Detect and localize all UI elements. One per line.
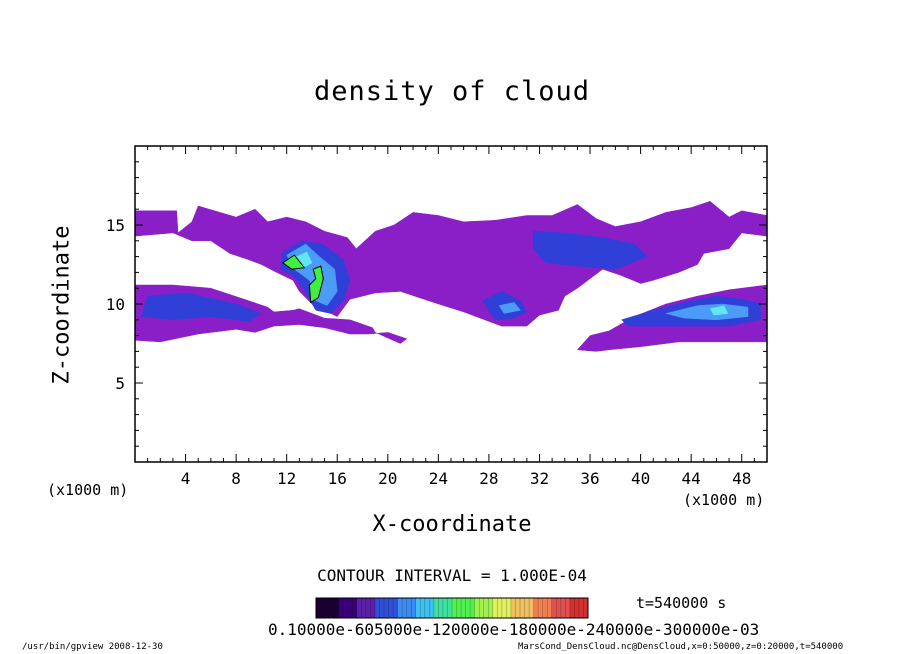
colorbar-segment <box>578 598 584 618</box>
colorbar-segment <box>433 598 439 618</box>
x-tick-label: 40 <box>631 469 650 488</box>
colorbar-segment <box>497 598 503 618</box>
colorbar-segment <box>420 598 426 618</box>
colorbar-segment <box>384 598 389 618</box>
colorbar-segment <box>542 598 548 618</box>
y-tick-label: 10 <box>106 295 125 314</box>
colorbar-segment <box>356 598 362 618</box>
colorbar-segment <box>529 598 534 618</box>
colorbar-segment <box>560 598 566 618</box>
colorbar-segment <box>316 598 321 618</box>
x-tick-label: 4 <box>181 469 191 488</box>
colorbar-segment <box>583 598 589 618</box>
cloud-region-green-14 <box>308 265 324 304</box>
cloud-region-light_blue-10 <box>665 303 749 321</box>
colorbar-segment <box>352 598 358 618</box>
colorbar-segment <box>393 598 398 618</box>
x-tick-label: 16 <box>328 469 347 488</box>
colorbar-segment <box>388 598 394 618</box>
cloud-region-green-13 <box>282 254 306 270</box>
colorbar-segment <box>501 598 507 618</box>
colorbar-segment <box>334 598 339 618</box>
colorbar-segment <box>488 598 494 618</box>
cloud-region-blue-3 <box>140 292 262 322</box>
colorbar-segment <box>569 598 575 618</box>
colorbar-segment <box>506 598 512 618</box>
colorbar-segment <box>479 598 485 618</box>
colorbar-segment <box>347 598 353 618</box>
x-tick-label: 44 <box>682 469 701 488</box>
cloud-region-cyan-12 <box>709 305 729 316</box>
colorbar-segment <box>415 598 421 618</box>
colorbar-segment <box>574 598 580 618</box>
y-tick-label: 15 <box>106 216 125 235</box>
colorbar-segment <box>461 598 466 618</box>
colorbar-segment <box>492 598 498 618</box>
colorbar-segment <box>379 598 385 618</box>
colorbar-frame <box>315 597 589 619</box>
colorbar-labels: 0.10000e-605000e-120000e-180000e-240000e… <box>268 620 760 639</box>
time-label: t=540000 s <box>636 594 727 612</box>
colorbar-segment <box>406 598 412 618</box>
colorbar-segment <box>320 598 326 618</box>
x-tick-label: 28 <box>479 469 498 488</box>
colorbar-segment <box>329 598 335 618</box>
colorbar-segment <box>338 598 344 618</box>
colorbar-segment <box>442 598 448 618</box>
x-tick-label: 8 <box>231 469 241 488</box>
y-tick-label: 5 <box>115 374 125 393</box>
colorbar-segment <box>361 598 367 618</box>
axis-ticks <box>134 145 768 463</box>
colorbar-segment <box>447 598 453 618</box>
x-tick-label: 24 <box>429 469 448 488</box>
colorbar-segment <box>397 598 403 618</box>
colorbar-segment <box>483 598 489 618</box>
x-tick-label: 20 <box>378 469 397 488</box>
colorbar-segment <box>370 598 376 618</box>
colorbar-segment <box>565 598 571 618</box>
colorbar-segment <box>452 598 457 618</box>
colorbar-segment <box>470 598 475 618</box>
colorbar-segment <box>551 598 557 618</box>
colorbar-segment <box>365 598 371 618</box>
colorbar-segment <box>538 598 543 618</box>
cloud-region-blue-6 <box>532 231 648 270</box>
colorbar-segment <box>374 598 380 618</box>
colorbar-segment <box>520 598 525 618</box>
chart-title: density of cloud <box>313 76 591 107</box>
colorbar-segment <box>429 598 435 618</box>
colorbar-segment <box>465 598 471 618</box>
colorbar-segment <box>402 598 407 618</box>
colorbar-segment <box>343 598 349 618</box>
colorbar <box>315 597 589 619</box>
x-axis-label: X-coordinate <box>372 512 532 537</box>
colorbar-segment <box>325 598 330 618</box>
colorbar-segment <box>456 598 462 618</box>
y-axis-label: Z-coordinate <box>49 225 75 385</box>
cloud-density-field <box>134 201 768 352</box>
colorbar-segment <box>510 598 516 618</box>
footer-right: MarsCond_DensCloud.nc@DensCloud,x=0:5000… <box>518 642 844 652</box>
colorbar-segment <box>424 598 430 618</box>
x-tick-label: 12 <box>277 469 296 488</box>
x-tick-label: 36 <box>580 469 599 488</box>
x-tick-label: 32 <box>530 469 549 488</box>
x-unit-left: (x1000 m) <box>47 481 129 499</box>
colorbar-segment <box>556 598 562 618</box>
colorbar-segment <box>474 598 480 618</box>
colorbar-segment <box>524 598 530 618</box>
colorbar-segment <box>411 598 417 618</box>
footer-left: /usr/bin/gpview 2008-12-30 <box>22 642 163 652</box>
x-unit-right: (x1000 m) <box>683 491 765 509</box>
colorbar-segment <box>547 598 553 618</box>
colorbar-segment <box>515 598 521 618</box>
cloud-region-light_blue-9 <box>498 302 521 314</box>
contour-interval: CONTOUR INTERVAL = 1.000E-04 <box>317 566 587 585</box>
x-tick-label: 48 <box>732 469 751 488</box>
colorbar-segment <box>533 598 539 618</box>
colorbar-segment <box>438 598 444 618</box>
